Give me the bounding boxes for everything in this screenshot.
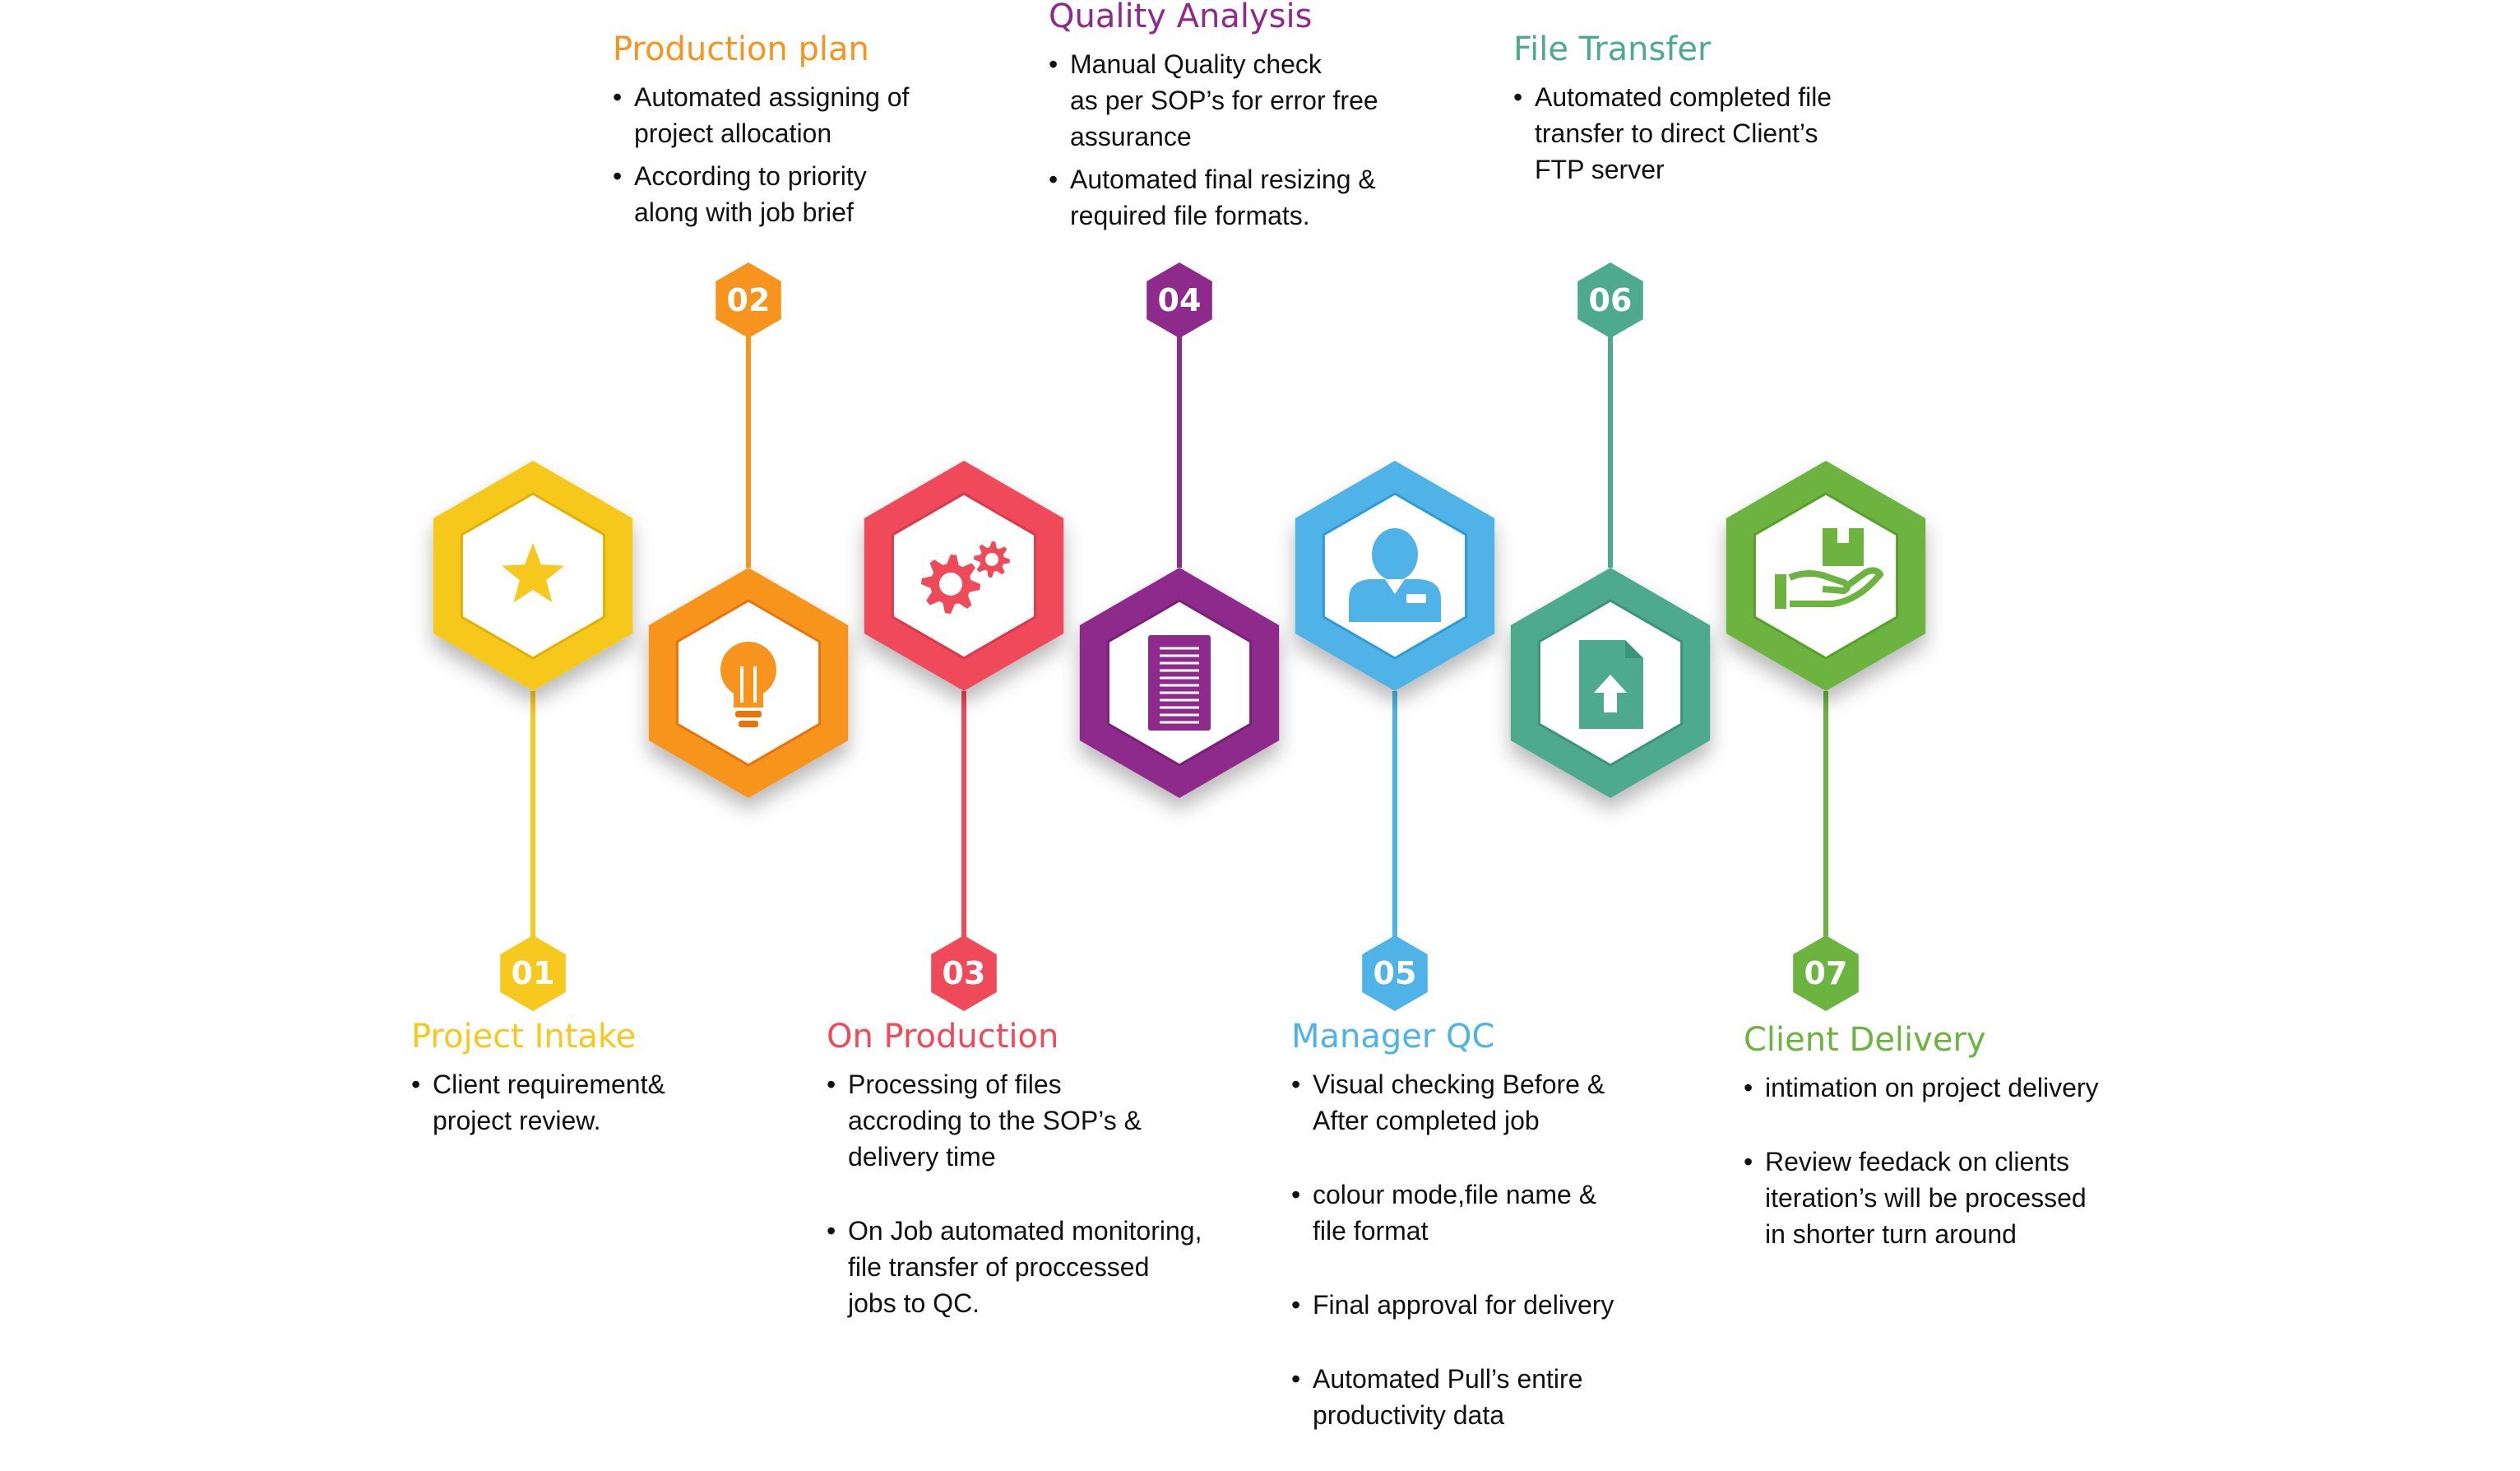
file-upload-icon: [1579, 640, 1643, 729]
badge-hexagon: [716, 262, 781, 338]
step-01-bullets: Client requirement& project review.: [411, 1066, 872, 1139]
step-04-bullet: Manual Quality check as per SOP’s for er…: [1049, 46, 1509, 155]
step-03-bullet: On Job automated monitoring, file transf…: [827, 1213, 1287, 1321]
step-01-number: 01: [512, 955, 555, 991]
gears-icon: [921, 541, 1010, 614]
step-02-hexagon: [648, 568, 849, 798]
step-06-bullet: Automated completed file transfer to dir…: [1513, 79, 1974, 188]
process-diagram: 01 02 03 04 05 06 07: [433, 262, 1926, 1011]
step-05-bullets: Visual checking Before & After completed…: [1291, 1066, 1752, 1433]
step-03-text: On Production Processing of files accrod…: [827, 1019, 1287, 1359]
badge-hexagon: [1147, 262, 1212, 338]
step-02-bullet: According to priority along with job bri…: [613, 158, 1073, 230]
step-04-hexagon: [1079, 568, 1280, 798]
step-03-bullets: Processing of files accroding to the SOP…: [827, 1066, 1287, 1321]
step-02-title: Production plan: [613, 30, 869, 68]
step-07-badge: 07: [1793, 935, 1859, 1011]
step-05-badge: 05: [1362, 935, 1428, 1011]
step-07-bullets: intimation on project delivery Review fe…: [1744, 1070, 2204, 1252]
step-06-text: File Transfer Automated completed file t…: [1513, 31, 1974, 194]
step-06-number: 06: [1589, 282, 1633, 318]
step-02-bullet: Automated assigning of project allocatio…: [613, 79, 1073, 151]
step-04-text: Quality Analysis Manual Quality check as…: [1049, 0, 1509, 240]
step-05-bullet: Visual checking Before & After completed…: [1291, 1066, 1752, 1139]
step-03-number: 03: [943, 955, 986, 991]
step-01-badge: 01: [500, 935, 566, 1011]
step-04-title: Quality Analysis: [1049, 0, 1313, 35]
star-icon: [502, 543, 564, 603]
step-01-hexagon: [433, 461, 633, 691]
step-07-text: Client Delivery intimation on project de…: [1744, 1022, 2204, 1290]
step-05-bullet: colour mode,file name & file format: [1291, 1176, 1752, 1249]
lightbulb-icon: [720, 642, 776, 727]
step-04-badge: 04: [1147, 262, 1212, 338]
step-05-number: 05: [1373, 955, 1417, 991]
step-06-badge: 06: [1577, 262, 1643, 338]
step-06-title: File Transfer: [1513, 30, 1712, 68]
step-01-bullet: Client requirement& project review.: [411, 1066, 872, 1139]
step-03-hexagon: [864, 461, 1064, 691]
step-03-title: On Production: [827, 1018, 1059, 1056]
manager-icon: [1349, 528, 1441, 622]
step-02-badge: 02: [716, 262, 781, 338]
step-03-badge: 03: [931, 935, 997, 1011]
badge-hexagon: [500, 935, 566, 1011]
step-05-hexagon: [1295, 461, 1495, 691]
step-05-bullet: Automated Pull’s entire productivity dat…: [1291, 1361, 1752, 1433]
hand-package-icon: [1775, 528, 1883, 609]
step-04-number: 04: [1158, 282, 1202, 318]
step-01-text: Project Intake Client requirement& proje…: [411, 1019, 872, 1145]
step-07-bullet: Review feedack on clients iteration’s wi…: [1744, 1144, 2204, 1252]
step-05-text: Manager QC Visual checking Before & Afte…: [1291, 1019, 1752, 1471]
step-02-number: 02: [727, 282, 771, 318]
step-02-text: Production plan Automated assigning of p…: [613, 31, 1073, 237]
badge-hexagon: [1793, 935, 1859, 1011]
step-04-bullet: Automated final resizing & required file…: [1049, 161, 1509, 234]
step-07-number: 07: [1804, 955, 1848, 991]
step-05-bullet: Final approval for delivery: [1291, 1287, 1752, 1323]
step-01-title: Project Intake: [411, 1018, 637, 1056]
badge-hexagon: [1362, 935, 1428, 1011]
step-07-hexagon: [1726, 461, 1926, 691]
step-04-bullets: Manual Quality check as per SOP’s for er…: [1049, 46, 1509, 234]
step-07-bullet: intimation on project delivery: [1744, 1070, 2204, 1106]
badge-hexagon: [931, 935, 997, 1011]
step-05-title: Manager QC: [1291, 1018, 1495, 1056]
connector-lines: 01 02 03 04 05 06 07: [500, 262, 1859, 1011]
badge-hexagon: [1577, 262, 1643, 338]
step-07-title: Client Delivery: [1744, 1021, 1986, 1059]
step-06-bullets: Automated completed file transfer to dir…: [1513, 79, 1974, 188]
hexagon-chain: [433, 461, 1926, 798]
document-icon: [1148, 635, 1211, 731]
step-03-bullet: Processing of files accroding to the SOP…: [827, 1066, 1287, 1175]
step-02-bullets: Automated assigning of project allocatio…: [613, 79, 1073, 230]
step-06-hexagon: [1510, 568, 1711, 798]
